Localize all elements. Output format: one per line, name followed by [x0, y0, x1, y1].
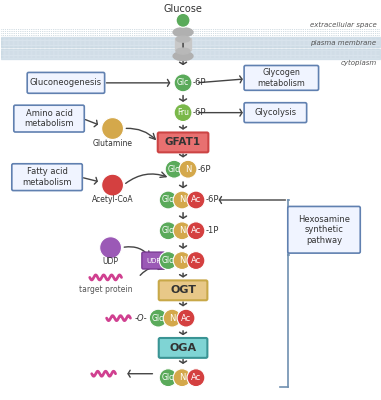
Ellipse shape [173, 52, 193, 60]
Text: OGT: OGT [170, 285, 196, 295]
FancyBboxPatch shape [159, 280, 207, 300]
Text: Glc: Glc [152, 314, 164, 323]
Text: -1P: -1P [206, 226, 219, 235]
Text: N: N [179, 373, 185, 382]
Circle shape [173, 252, 191, 270]
Text: GFAT1: GFAT1 [165, 138, 201, 148]
FancyBboxPatch shape [27, 72, 105, 93]
Text: plasma membrane: plasma membrane [311, 40, 377, 46]
FancyBboxPatch shape [158, 132, 208, 152]
Text: UDP: UDP [146, 258, 160, 264]
Text: Ac: Ac [191, 196, 201, 204]
Circle shape [165, 160, 183, 178]
Text: Glycogen
metabolism: Glycogen metabolism [258, 68, 305, 88]
Circle shape [176, 13, 190, 27]
Text: target protein: target protein [79, 285, 132, 294]
Text: Glucose: Glucose [163, 4, 202, 14]
Text: N: N [179, 196, 185, 204]
Text: Ac: Ac [191, 226, 201, 235]
Text: N: N [169, 314, 175, 323]
FancyBboxPatch shape [244, 103, 307, 122]
Circle shape [187, 222, 205, 240]
Circle shape [177, 309, 195, 327]
Text: Glc: Glc [177, 78, 189, 87]
FancyBboxPatch shape [142, 252, 165, 269]
FancyBboxPatch shape [244, 66, 319, 90]
Ellipse shape [173, 28, 193, 37]
Text: extracellular space: extracellular space [310, 22, 377, 28]
Circle shape [163, 309, 181, 327]
Text: N: N [185, 165, 191, 174]
Bar [175, 38, 191, 50]
Circle shape [174, 104, 192, 122]
Text: Amino acid
metabolism: Amino acid metabolism [24, 109, 74, 128]
Text: Ac: Ac [191, 256, 201, 265]
Text: -6P: -6P [193, 78, 207, 87]
Ellipse shape [176, 36, 190, 42]
FancyBboxPatch shape [14, 105, 84, 132]
Text: Glc: Glc [162, 226, 174, 235]
FancyBboxPatch shape [12, 164, 82, 190]
Text: Hexosamine
synthetic
pathway: Hexosamine synthetic pathway [298, 215, 350, 245]
FancyBboxPatch shape [288, 206, 360, 253]
Circle shape [173, 222, 191, 240]
Circle shape [102, 174, 123, 196]
Text: Fru: Fru [177, 108, 189, 117]
Circle shape [187, 252, 205, 270]
Text: Glycolysis: Glycolysis [254, 108, 296, 117]
Text: OGA: OGA [170, 343, 197, 353]
Text: -6P: -6P [193, 108, 207, 117]
Text: -O-: -O- [135, 314, 148, 323]
Circle shape [159, 252, 177, 270]
Circle shape [159, 222, 177, 240]
Circle shape [159, 191, 177, 209]
Text: Fatty acid
metabolism: Fatty acid metabolism [22, 168, 72, 187]
Text: Glc: Glc [162, 373, 174, 382]
Text: Gluconeogenesis: Gluconeogenesis [30, 78, 102, 87]
Circle shape [159, 369, 177, 387]
Circle shape [149, 309, 167, 327]
Circle shape [187, 191, 205, 209]
Text: Glc: Glc [162, 256, 174, 265]
Text: UDP: UDP [102, 257, 118, 266]
Circle shape [100, 237, 122, 258]
Text: -6P: -6P [198, 165, 211, 174]
Text: N: N [179, 226, 185, 235]
Text: Ac: Ac [181, 314, 191, 323]
Circle shape [187, 369, 205, 387]
Circle shape [179, 160, 197, 178]
Text: Ac: Ac [191, 373, 201, 382]
Circle shape [173, 191, 191, 209]
Text: Acetyl-CoA: Acetyl-CoA [92, 194, 133, 204]
Circle shape [173, 369, 191, 387]
Text: Glutamine: Glutamine [93, 139, 133, 148]
Text: N: N [179, 256, 185, 265]
Text: Glc: Glc [168, 165, 180, 174]
Ellipse shape [176, 48, 190, 54]
Text: cytoplasm: cytoplasm [340, 60, 377, 66]
Circle shape [102, 118, 123, 140]
Text: -6P: -6P [206, 196, 219, 204]
Circle shape [174, 74, 192, 92]
FancyBboxPatch shape [159, 338, 207, 358]
Text: Glc: Glc [162, 196, 174, 204]
